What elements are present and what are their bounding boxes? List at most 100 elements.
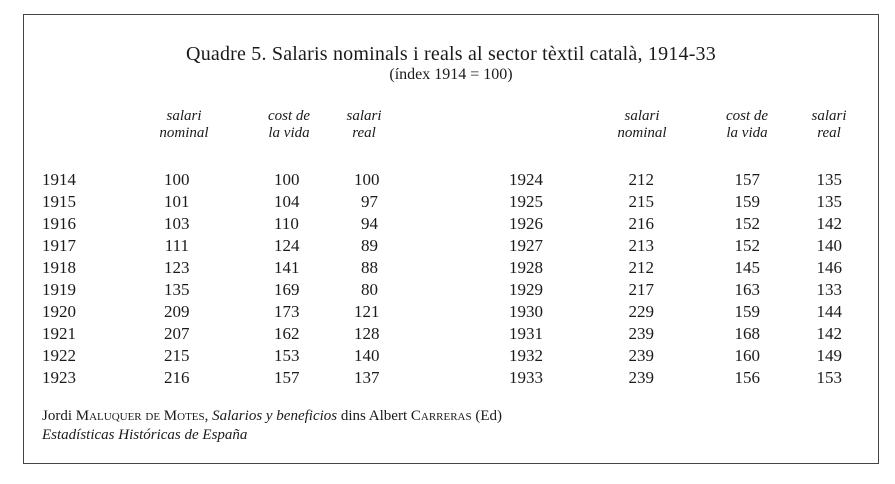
table-row: 1917 111 124 89 (24, 235, 878, 257)
right-cost-cell: 160 (734, 346, 761, 365)
left-real-cell: 88 (361, 258, 378, 277)
left-cost-cell: 173 (274, 302, 300, 321)
left-real-cell: 97 (361, 192, 378, 211)
table-row: 1920 209 173 121 (24, 301, 878, 323)
table-row: 1914 100 100 100 (24, 169, 878, 191)
left-year-cell: 1918 (42, 258, 76, 277)
right-cost-cell: 145 (734, 258, 761, 277)
left-year-cell: 1916 (42, 214, 76, 233)
right-nominal-cell: 239 (628, 324, 655, 343)
right-nominal-cell: 239 (628, 346, 655, 365)
right-real-cell: 135 (816, 192, 843, 211)
right-nominal-cell: 216 (628, 214, 655, 233)
left-cost-cell: 162 (274, 324, 300, 343)
left-year-cell: 1923 (42, 368, 76, 387)
table-subtitle: (índex 1914 = 100) (389, 66, 513, 83)
left-nominal-cell: 209 (164, 302, 190, 321)
header-left-real: salari real (346, 108, 382, 141)
left-cost-cell: 104 (274, 192, 300, 211)
right-real-cell: 146 (816, 258, 843, 277)
right-year-cell: 1932 (509, 346, 543, 365)
left-nominal-cell: 216 (164, 368, 190, 387)
left-cost-cell: 100 (274, 170, 300, 189)
right-real-cell: 153 (816, 368, 843, 387)
right-real-cell: 149 (816, 346, 843, 365)
left-nominal-cell: 215 (164, 346, 190, 365)
right-cost-cell: 152 (734, 214, 761, 233)
table-row: 1931 239 168 142 (24, 323, 878, 345)
left-nominal-cell: 100 (164, 170, 190, 189)
left-nominal-cell: 135 (164, 280, 190, 299)
left-cost-cell: 157 (274, 368, 300, 387)
table-row: 1932 239 160 149 (24, 345, 878, 367)
left-year-cell: 1917 (42, 236, 76, 255)
right-year-cell: 1931 (509, 324, 543, 343)
left-year-cell: 1921 (42, 324, 76, 343)
header-right-cost: cost de la vida (725, 108, 769, 141)
table-row: 1930 229 159 144 (24, 301, 878, 323)
right-cost-cell: 163 (734, 280, 761, 299)
left-nominal-cell: 101 (164, 192, 190, 211)
right-nominal-cell: 213 (628, 236, 655, 255)
left-nominal-cell: 207 (164, 324, 190, 343)
right-cost-cell: 152 (734, 236, 761, 255)
right-nominal-cell: 229 (628, 302, 655, 321)
left-cost-cell: 153 (274, 346, 300, 365)
right-nominal-cell: 217 (628, 280, 655, 299)
left-real-cell: 137 (354, 368, 380, 387)
table-row: 1915 101 104 97 (24, 191, 878, 213)
left-cost-cell: 124 (274, 236, 300, 255)
table-row: 1919 135 169 80 (24, 279, 878, 301)
right-year-cell: 1924 (509, 170, 543, 189)
right-year-cell: 1930 (509, 302, 543, 321)
left-nominal-cell: 123 (164, 258, 190, 277)
left-real-cell: 128 (354, 324, 380, 343)
left-real-cell: 80 (361, 280, 378, 299)
left-year-cell: 1920 (42, 302, 76, 321)
right-real-cell: 140 (816, 236, 843, 255)
table-row: 1923 216 157 137 (24, 367, 878, 389)
table-row: 1933 239 156 153 (24, 367, 878, 389)
header-right-real: salari real (811, 108, 847, 141)
left-year-cell: 1919 (42, 280, 76, 299)
right-nominal-cell: 212 (628, 170, 655, 189)
left-year-cell: 1922 (42, 346, 76, 365)
right-real-cell: 144 (816, 302, 843, 321)
right-year-cell: 1933 (509, 368, 543, 387)
right-year-cell: 1925 (509, 192, 543, 211)
table-row: 1925 215 159 135 (24, 191, 878, 213)
left-nominal-cell: 111 (164, 236, 189, 255)
table-row: 1928 212 145 146 (24, 257, 878, 279)
right-real-cell: 142 (816, 324, 843, 343)
right-nominal-cell: 239 (628, 368, 655, 387)
left-nominal-cell: 103 (164, 214, 190, 233)
right-year-cell: 1928 (509, 258, 543, 277)
table-row: 1921 207 162 128 (24, 323, 878, 345)
right-year-cell: 1929 (509, 280, 543, 299)
right-nominal-cell: 215 (628, 192, 655, 211)
left-cost-cell: 169 (274, 280, 300, 299)
right-real-cell: 142 (816, 214, 843, 233)
right-cost-cell: 156 (734, 368, 761, 387)
left-real-cell: 89 (361, 236, 378, 255)
header-left-nominal: salari nominal (159, 108, 209, 141)
table-row: 1922 215 153 140 (24, 345, 878, 367)
right-cost-cell: 159 (734, 192, 761, 211)
right-nominal-cell: 212 (628, 258, 655, 277)
left-year-cell: 1915 (42, 192, 76, 211)
table-frame: Quadre 5. Salaris nominals i reals al se… (23, 14, 879, 464)
table-row: 1924 212 157 135 (24, 169, 878, 191)
table-title: Quadre 5. Salaris nominals i reals al se… (186, 43, 716, 65)
right-cost-cell: 159 (734, 302, 761, 321)
right-real-cell: 135 (816, 170, 843, 189)
source-note: Jordi Maluquer de Motes, Salarios y bene… (42, 408, 503, 443)
header-right-nominal: salari nominal (617, 108, 667, 141)
table-row: 1918 123 141 88 (24, 257, 878, 279)
left-real-cell: 121 (354, 302, 380, 321)
left-real-cell: 100 (354, 170, 380, 189)
left-cost-cell: 110 (274, 214, 299, 233)
table-row: 1927 213 152 140 (24, 235, 878, 257)
right-cost-cell: 168 (734, 324, 761, 343)
left-real-cell: 94 (361, 214, 378, 233)
table-row: 1926 216 152 142 (24, 213, 878, 235)
